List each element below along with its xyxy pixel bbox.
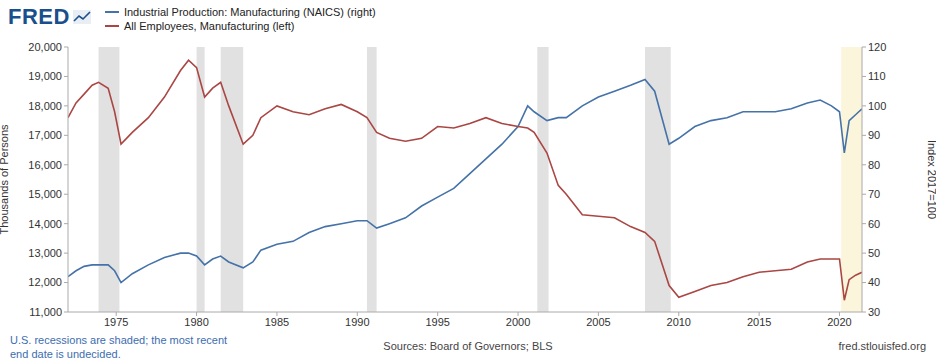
svg-text:90: 90 [868,129,880,141]
svg-text:50: 50 [868,247,880,259]
html-text:end date is undecided.: end date is undecided. [10,348,121,360]
html-text:Sources: Board of Governors; B: Sources: Board of Governors; BLS [383,340,553,352]
html-text:U.S. recessions are shaded; th: U.S. recessions are shaded; the most rec… [10,334,228,346]
html-text:fred.stlouisfed.org: fred.stlouisfed.org [838,340,926,352]
html-text:Industrial Production: Manufac: Industrial Production: Manufacturing (NA… [123,6,376,18]
svg-text:2005: 2005 [586,316,610,328]
svg-text:120: 120 [868,41,886,53]
svg-text:2020: 2020 [827,316,851,328]
svg-text:110: 110 [868,70,886,82]
svg-text:Thousands of Persons: Thousands of Persons [8,124,10,235]
svg-text:1995: 1995 [425,316,449,328]
svg-text:40: 40 [868,276,880,288]
svg-text:Index 2017=100: Index 2017=100 [926,140,928,219]
svg-text:1980: 1980 [184,316,208,328]
svg-text:1975: 1975 [104,316,128,328]
svg-text:80: 80 [868,159,880,171]
svg-text:18,000: 18,000 [28,100,62,112]
svg-text:2010: 2010 [667,316,691,328]
svg-text:11,000: 11,000 [29,306,62,318]
html-text:All Employees, Manufacturing (: All Employees, Manufacturing (left) [123,20,295,32]
svg-text:20,000: 20,000 [28,41,62,53]
svg-text:1990: 1990 [345,316,369,328]
svg-text:14,000: 14,000 [28,218,62,230]
svg-text:60: 60 [868,218,880,230]
html-text:FRED: FRED [8,4,70,29]
svg-text:13,000: 13,000 [28,247,62,259]
svg-text:15,000: 15,000 [28,188,62,200]
svg-text:19,000: 19,000 [28,70,62,82]
svg-text:12,000: 12,000 [28,276,62,288]
svg-text:30: 30 [868,306,880,318]
svg-text:100: 100 [868,100,886,112]
svg-text:17,000: 17,000 [28,129,62,141]
svg-text:1985: 1985 [265,316,289,328]
svg-text:2015: 2015 [747,316,771,328]
svg-text:2000: 2000 [506,316,530,328]
svg-text:16,000: 16,000 [28,159,62,171]
svg-text:70: 70 [868,188,880,200]
